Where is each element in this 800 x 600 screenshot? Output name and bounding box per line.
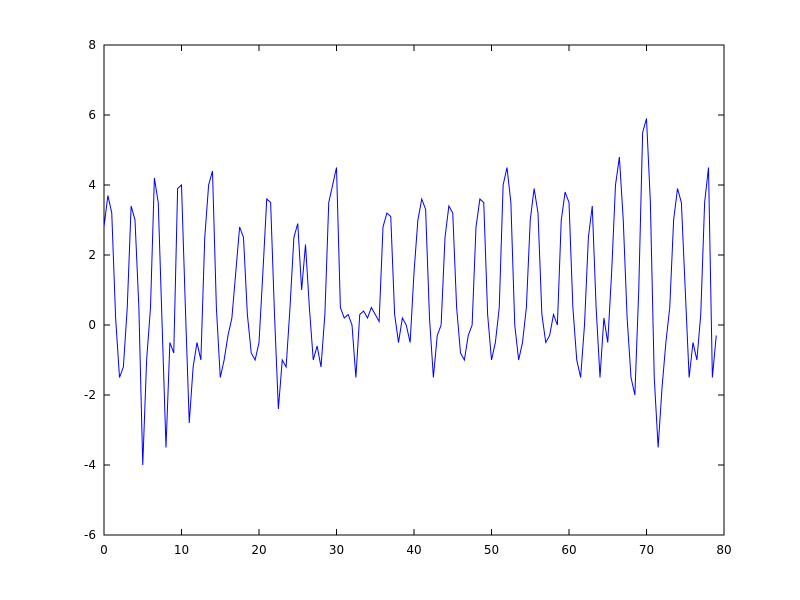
y-tick-label: 2 — [88, 248, 96, 262]
x-tick-label: 70 — [639, 543, 654, 557]
x-tick-label: 80 — [716, 543, 731, 557]
y-tick-label: -2 — [84, 388, 96, 402]
y-tick-label: 4 — [88, 178, 96, 192]
x-tick-label: 50 — [484, 543, 499, 557]
y-tick-label: -4 — [84, 458, 96, 472]
x-tick-label: 30 — [329, 543, 344, 557]
x-tick-label: 10 — [174, 543, 189, 557]
y-tick-label: -6 — [84, 528, 96, 542]
x-tick-label: 20 — [251, 543, 266, 557]
x-tick-label: 0 — [100, 543, 108, 557]
data-line — [103, 118, 717, 466]
plot-area — [103, 44, 725, 536]
y-tick-label: 0 — [88, 318, 96, 332]
x-tick-label: 60 — [561, 543, 576, 557]
x-tick-label: 40 — [406, 543, 421, 557]
y-tick-label: 8 — [88, 38, 96, 52]
y-tick-label: 6 — [88, 108, 96, 122]
